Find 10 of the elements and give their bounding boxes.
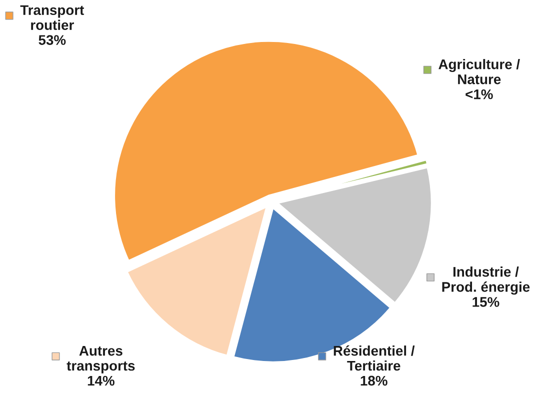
- legend-label: Agriculture / Nature: [438, 59, 520, 84]
- legend-label: Autres transports: [66, 346, 135, 374]
- data-label: 18%: [360, 376, 388, 386]
- legend-label: Transport routier: [20, 5, 84, 30]
- data-label: 53%: [38, 35, 66, 45]
- legend-label: Résidentiel / Tertiaire: [334, 345, 415, 371]
- data-label: 15%: [472, 297, 500, 307]
- data-label: 14%: [88, 376, 114, 386]
- data-label: <1%: [466, 89, 493, 100]
- legend-label: Industrie / Prod. énergie: [442, 266, 530, 295]
